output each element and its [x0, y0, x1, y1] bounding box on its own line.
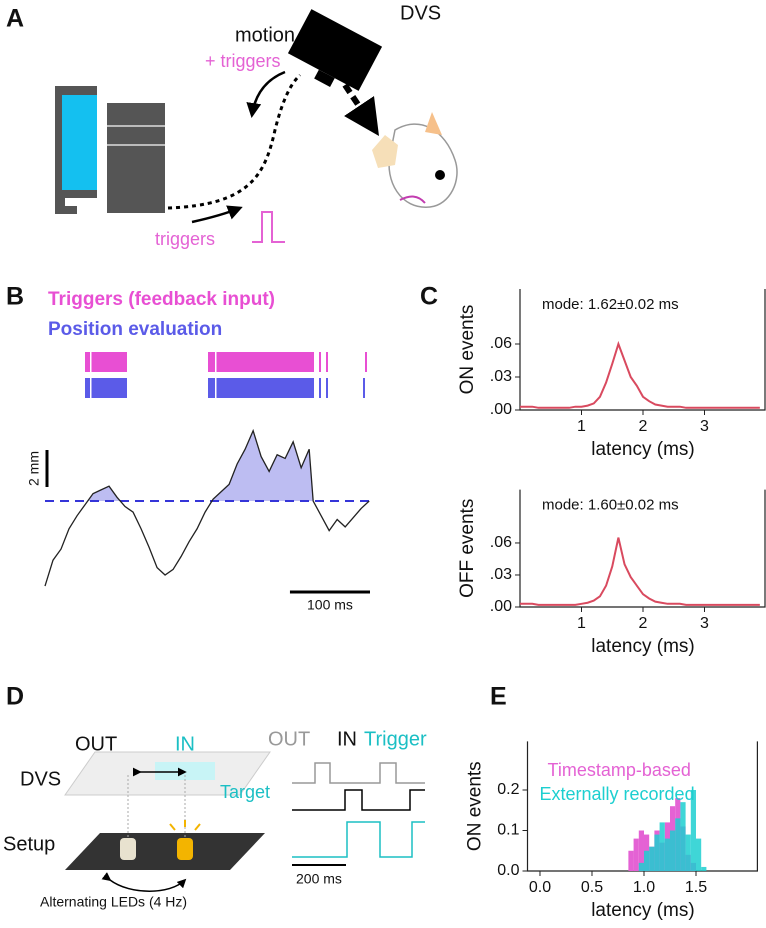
x-axis-label: latency (ms)	[591, 900, 694, 921]
label: Trigger	[364, 728, 427, 750]
histogram-bar	[690, 790, 696, 871]
chart-title: mode: 1.60±0.02 ms	[542, 497, 679, 514]
y-tick-label: .03	[490, 368, 512, 385]
camera	[287, 9, 383, 91]
histogram-bar	[659, 822, 665, 871]
arrow	[191, 205, 243, 224]
computer	[55, 86, 165, 214]
scalebar-x-label: 100 ms	[307, 597, 353, 613]
label: OUT	[75, 733, 117, 755]
label: 200 ms	[296, 871, 342, 887]
y-tick-label: .00	[490, 401, 512, 418]
x-tick-label: 2	[639, 615, 648, 632]
label: triggers	[155, 229, 215, 249]
label: IN	[337, 728, 357, 750]
raster-label: Position evaluation	[48, 319, 222, 340]
mouse	[372, 112, 458, 208]
x-tick-label: 3	[700, 615, 709, 632]
cable	[167, 73, 302, 210]
arrow	[246, 70, 286, 118]
y-tick-label: .03	[490, 566, 512, 583]
line	[520, 537, 760, 606]
x-tick-label: 1	[577, 418, 586, 435]
y-tick-label: .06	[490, 335, 512, 352]
histogram-bar	[638, 862, 644, 871]
label: OUT	[268, 728, 310, 750]
line	[520, 340, 760, 409]
panel-label: C	[420, 283, 438, 311]
setup-diagram	[64, 751, 425, 892]
y-tick-label: 0.0	[497, 862, 519, 879]
raster	[85, 352, 367, 398]
histogram-bar	[669, 830, 676, 871]
histogram-bar	[701, 866, 707, 871]
histogram-bar	[649, 846, 655, 871]
y-tick-label: .06	[490, 534, 512, 551]
y-axis-label: OFF events	[457, 499, 478, 598]
y-tick-label: .00	[490, 598, 512, 615]
histogram-bar	[685, 834, 691, 871]
histogram-bar	[695, 838, 702, 871]
x-tick-label: 0.0	[529, 879, 551, 896]
panel-label: E	[490, 683, 507, 711]
label: DVS	[400, 2, 441, 24]
histogram-bar	[643, 850, 650, 871]
x-axis-label: latency (ms)	[591, 636, 694, 657]
scalebar-y-label: 2 mm	[26, 451, 42, 486]
label: Alternating LEDs (4 Hz)	[40, 894, 187, 910]
area-above-threshold	[45, 430, 370, 501]
line	[44, 428, 370, 587]
y-axis-label: ON events	[465, 761, 486, 851]
pulse	[252, 211, 285, 243]
x-tick-label: 3	[700, 418, 709, 435]
histogram-bar	[664, 838, 670, 871]
histogram-bar	[638, 830, 644, 871]
y-axis-label: ON events	[457, 305, 478, 395]
legend-entry: Externally recorded	[540, 784, 695, 804]
histogram-bar	[654, 834, 660, 871]
panel-label: D	[6, 683, 24, 711]
chart-title: mode: 1.62±0.02 ms	[542, 296, 679, 313]
x-tick-label: 1.0	[633, 879, 655, 896]
x-tick-label: 0.5	[581, 879, 603, 896]
label: Target	[220, 782, 270, 802]
x-tick-label: 2	[639, 418, 648, 435]
histogram-bar	[633, 838, 639, 871]
x-tick-label: 1.5	[685, 879, 707, 896]
x-axis-label: latency (ms)	[591, 439, 694, 460]
label: DVS	[20, 768, 61, 790]
label: Setup	[3, 833, 55, 855]
panel-label: A	[6, 5, 24, 33]
panel-label: B	[6, 283, 24, 311]
legend-entry: Timestamp-based	[548, 760, 691, 780]
raster-label: Triggers (feedback input)	[48, 289, 275, 310]
y-tick-label: 0.2	[497, 781, 519, 798]
histogram-bar	[628, 850, 634, 871]
label: IN	[175, 733, 195, 755]
label: + triggers	[205, 51, 281, 71]
arrow	[342, 83, 379, 136]
histogram-bar	[675, 818, 681, 871]
histogram-bar	[680, 802, 686, 871]
x-tick-label: 1	[577, 615, 586, 632]
y-tick-label: 0.1	[497, 822, 519, 839]
label: motion	[235, 24, 295, 46]
